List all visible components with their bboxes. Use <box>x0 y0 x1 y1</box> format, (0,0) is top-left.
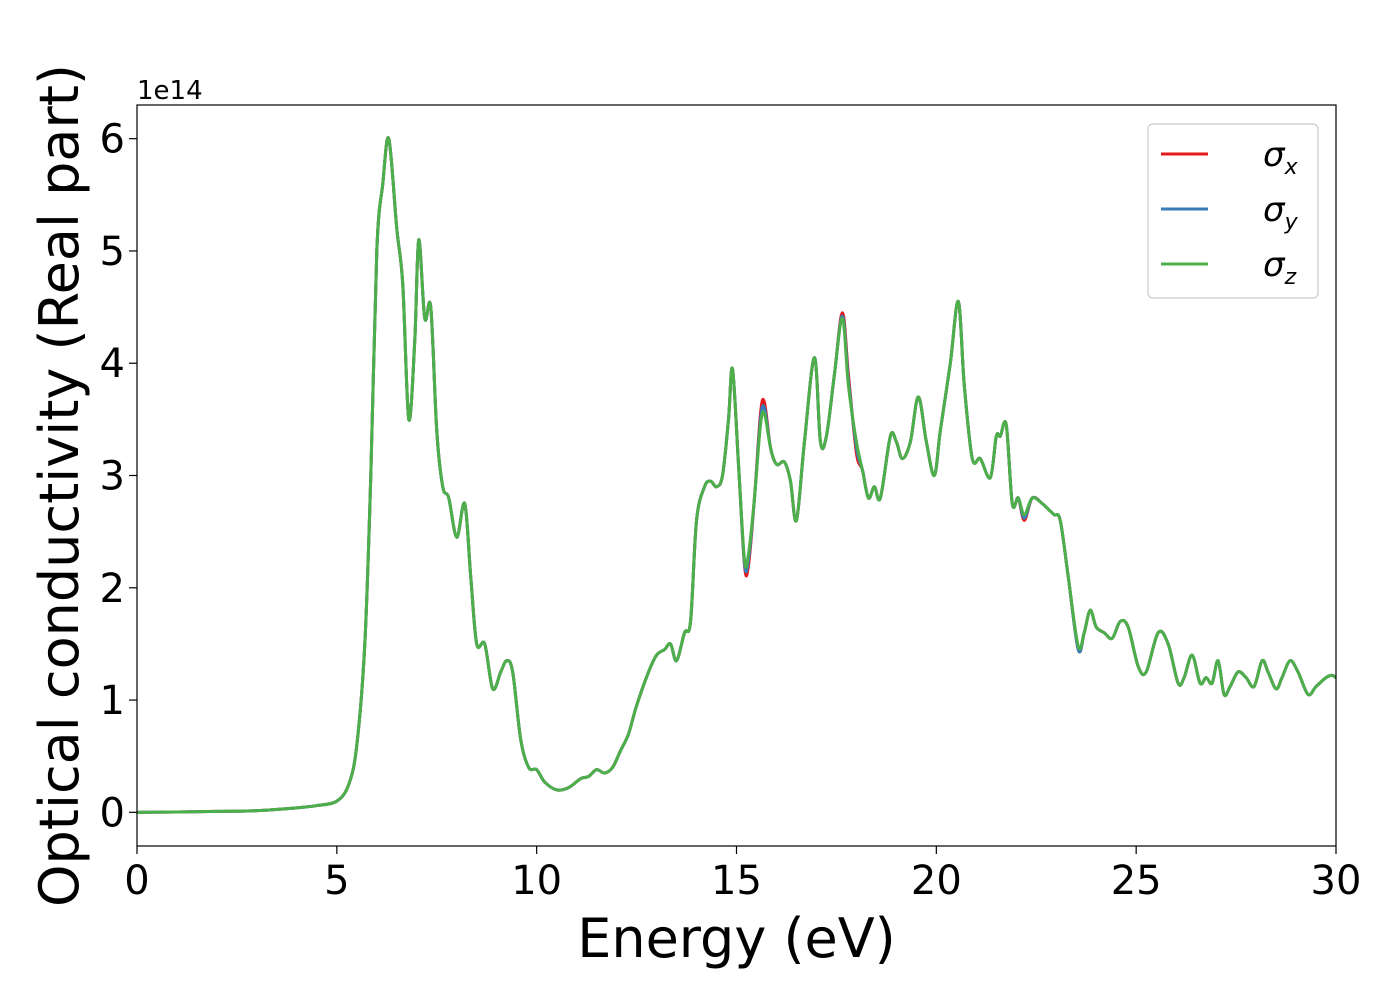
legend-label-1: σx <box>1263 135 1299 180</box>
y-tick-label: 0 <box>100 790 125 836</box>
x-axis-title: Energy (eV) <box>577 907 896 970</box>
y-tick-label: 5 <box>100 229 125 275</box>
x-tick-label: 5 <box>324 858 349 904</box>
y-tick-label: 4 <box>100 341 125 387</box>
series-layer <box>137 136 1336 814</box>
y-tick-label: 6 <box>100 117 125 163</box>
series-line-3 <box>137 136 1336 814</box>
y-tick-label: 2 <box>100 566 125 612</box>
x-axis-ticks: 0 5 10 15 20 25 30 <box>124 846 1361 904</box>
y-axis-offset-label: 1e14 <box>137 76 203 106</box>
legend-box <box>1147 123 1319 299</box>
y-tick-label: 1 <box>100 678 125 724</box>
x-tick-label: 25 <box>1111 858 1162 904</box>
x-tick-label: 15 <box>711 858 762 904</box>
y-axis-title: Optical conductivity (Real part) <box>28 64 91 907</box>
x-tick-label: 10 <box>511 858 562 904</box>
legend-label-2: σy <box>1263 190 1299 235</box>
x-tick-label: 30 <box>1311 858 1362 904</box>
y-tick-label: 3 <box>100 454 125 500</box>
y-axis-ticks: 0 1 2 3 4 5 6 <box>100 117 137 836</box>
legend-label-3: σz <box>1263 245 1297 290</box>
x-tick-label: 0 <box>124 858 149 904</box>
x-tick-label: 20 <box>911 858 962 904</box>
legend: σx σy σz <box>1147 123 1319 299</box>
